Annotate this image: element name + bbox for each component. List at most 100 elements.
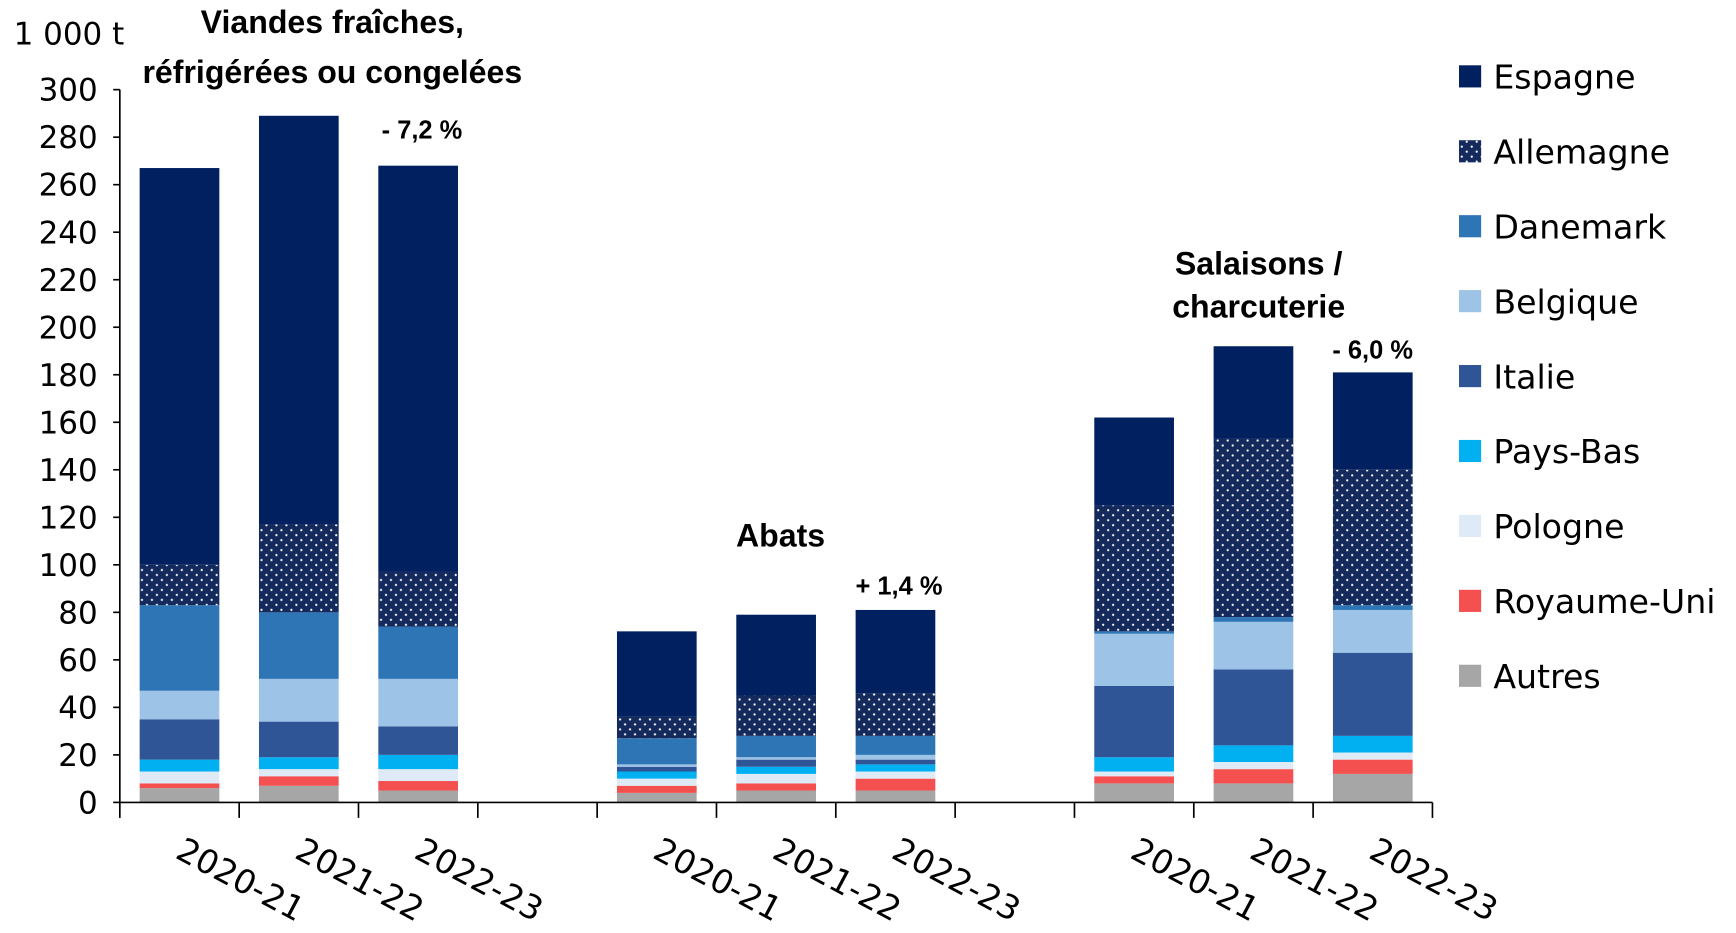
change-label: - 6,0 % [1332,337,1413,365]
bar-segment [855,759,936,765]
bar-segment [1094,783,1174,803]
bar-segment [139,564,220,606]
bar-segment [736,766,816,774]
x-tick-label: 2022-23 [409,830,550,930]
bar-segment [378,790,458,803]
bar-segment [378,165,458,572]
bar-segment [855,754,936,760]
y-tick-label: 60 [58,643,97,679]
x-tick-label-group: 2021-22 [290,830,431,930]
bar-segment [378,626,458,679]
legend-label: Allemagne [1493,132,1670,171]
bar-segment [855,790,936,803]
x-tick-label-group: 2022-23 [409,830,550,930]
bar-segment [378,571,458,627]
bar-segment [1213,621,1294,670]
bar-segment [1094,633,1174,686]
bar-segment [1213,669,1294,746]
bar-segment [1213,346,1294,439]
bar-segment [1094,757,1174,772]
bar-segment [258,612,339,679]
bar-segment [1332,469,1413,606]
bar-segment [1213,762,1294,770]
bar-segment [1332,652,1413,736]
x-tick-label: 2021-22 [1244,830,1385,930]
legend-swatch [1459,365,1482,388]
legend-label: Royaume-Uni [1493,582,1715,621]
bar-segment [616,764,697,767]
group-label: réfrigérées ou congelées [142,54,522,90]
legend-label: Autres [1493,657,1600,696]
x-tick-label: 2021-22 [767,830,908,930]
bar-segment [1332,759,1413,774]
bar-segment [378,769,458,782]
bar-segment [139,719,220,760]
change-label: + 1,4 % [855,572,942,600]
bar-segment [1213,783,1294,803]
x-tick-label-group: 2020-21 [170,830,311,930]
bar-segment [258,721,339,758]
bar-segment [1213,769,1294,784]
bar-segment [1332,735,1413,753]
bar-segment [139,788,220,803]
y-axis-unit: 1 000 t [14,16,125,52]
bar-segment [616,738,697,765]
bar-segment [736,614,816,696]
bar-segment [1332,605,1413,610]
bar-segment [736,759,816,767]
bar-segment [1332,752,1413,760]
x-tick-label-group: 2020-21 [1125,830,1266,930]
legend-label: Italie [1493,357,1575,396]
group-label: Salaisons / [1175,245,1343,281]
bar-segment [258,524,339,613]
bar-segment [1094,771,1174,777]
bar-segment [258,115,339,525]
legend-label: Danemark [1493,207,1667,246]
bar-segment [258,757,339,770]
group-label: charcuterie [1172,289,1345,325]
bar-segment [1094,505,1174,632]
x-tick-label-group: 2021-22 [767,830,908,930]
bar-segment [736,757,816,760]
bar-segment [855,778,936,791]
change-label: - 7,2 % [382,116,463,144]
bar-segment [258,769,339,777]
bar-segment [139,690,220,720]
legend-label: Espagne [1493,58,1635,97]
bar-segment [1213,438,1294,618]
legend-swatch [1459,589,1482,612]
bar-segment [855,771,936,779]
x-tick-label: 2020-21 [1125,830,1266,930]
y-tick-label: 40 [58,690,97,726]
bar-segment [855,609,936,694]
bar-segment [1094,417,1174,506]
y-tick-label: 0 [78,785,98,821]
bar-segment [378,726,458,755]
bar-segment [1094,631,1174,634]
bar-segment [616,771,697,779]
bar-segment [1332,372,1413,470]
legend-label: Pologne [1493,507,1624,546]
y-tick-label: 160 [39,405,98,441]
x-tick-label-group: 2022-23 [1363,830,1504,930]
y-tick-label: 180 [39,358,98,394]
bar-segment [139,605,220,691]
bar-segment [736,783,816,791]
legend-swatch [1459,215,1482,238]
bar-segment [736,790,816,803]
y-tick-label: 80 [58,595,97,631]
group-label: Abats [736,518,825,554]
legend-swatch [1459,439,1482,463]
bar-segment [616,766,697,772]
legend-swatch [1459,514,1482,538]
bar-segment [378,781,458,791]
bar-segment [1332,773,1413,803]
bar-segment [616,716,697,739]
bar-segment [258,785,339,803]
bar-segment [1213,617,1294,622]
legend-swatch [1459,65,1482,88]
bar-segment [1332,609,1413,653]
y-tick-label: 280 [39,120,98,156]
x-tick-label-group: 2022-23 [886,830,1027,930]
